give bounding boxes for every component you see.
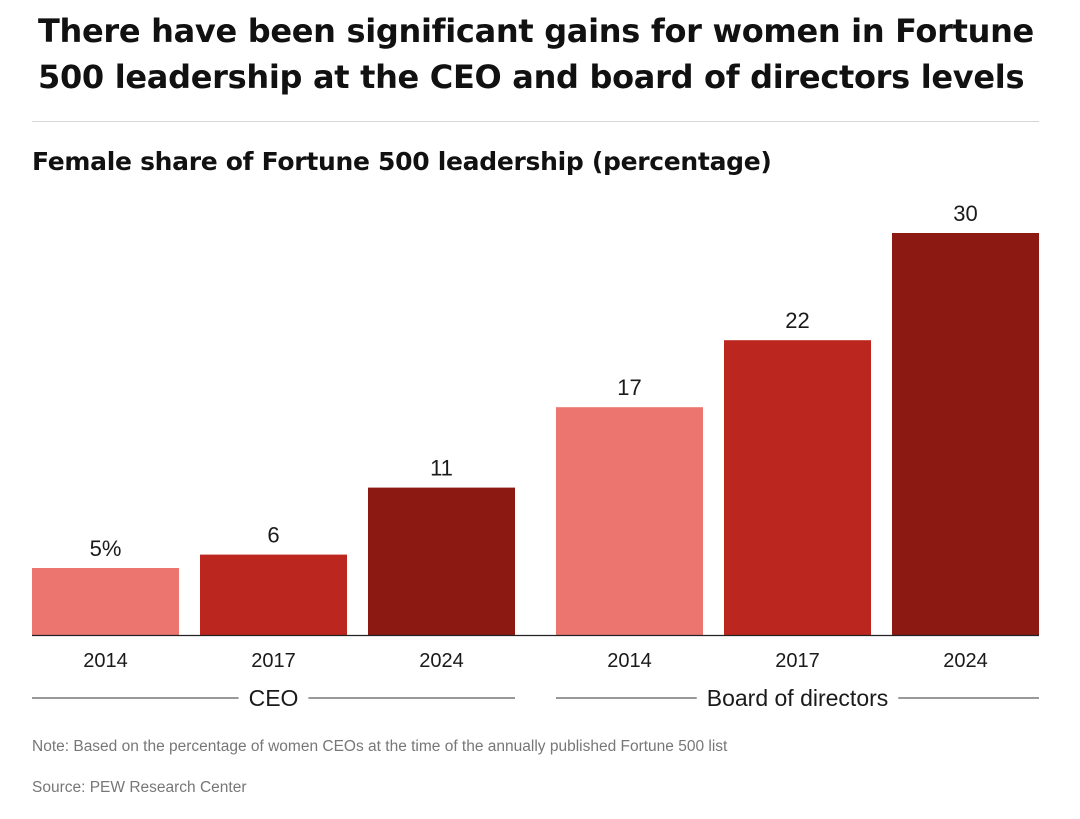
chart-title: Female share of Fortune 500 leadership (… — [32, 147, 772, 176]
bar-board-of-directors-2017 — [724, 340, 871, 635]
group-label: Board of directors — [707, 685, 889, 711]
bar-ceo-2017 — [200, 554, 347, 635]
bar-value-label: 5% — [90, 536, 122, 561]
bar-value-label: 30 — [953, 201, 977, 226]
headline-divider — [32, 121, 1039, 122]
bar-ceo-2024 — [368, 487, 515, 635]
chart-note: Note: Based on the percentage of women C… — [32, 738, 728, 755]
chart-source: Source: PEW Research Center — [32, 779, 247, 796]
bar-value-label: 11 — [430, 456, 453, 481]
category-tick-label: 2017 — [251, 650, 296, 672]
category-tick-label: 2014 — [607, 650, 652, 672]
bar-board-of-directors-2014 — [556, 407, 703, 635]
bar-ceo-2014 — [32, 568, 179, 635]
page-headline: There have been significant gains for wo… — [38, 12, 1034, 96]
category-tick-label: 2017 — [775, 650, 820, 672]
category-tick-label: 2024 — [943, 650, 988, 672]
bar-board-of-directors-2024 — [892, 233, 1039, 635]
bar-value-label: 6 — [267, 523, 279, 548]
group-label: CEO — [249, 685, 299, 711]
category-tick-label: 2014 — [83, 650, 128, 672]
bar-value-label: 17 — [617, 375, 641, 400]
bar-value-label: 22 — [785, 308, 809, 333]
category-tick-label: 2024 — [419, 650, 464, 672]
